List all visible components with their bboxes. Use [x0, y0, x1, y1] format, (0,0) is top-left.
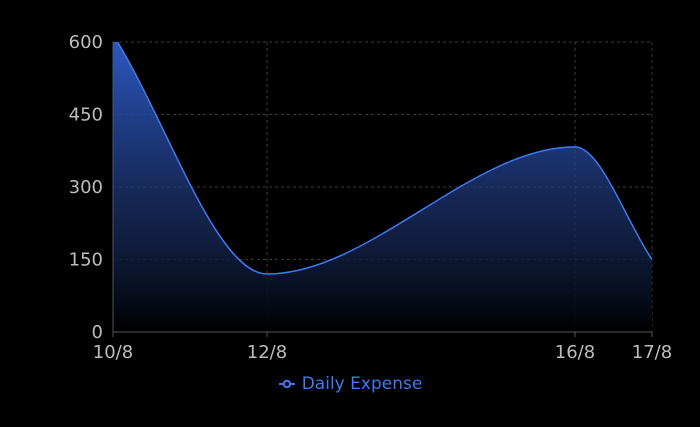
x-tick-label: 10/8 [93, 342, 133, 363]
y-tick-label: 150 [69, 250, 103, 271]
data-point[interactable] [646, 254, 658, 266]
series-area-fill [113, 42, 652, 332]
x-tick-label: 12/8 [247, 342, 287, 363]
x-tick-label: 16/8 [555, 342, 595, 363]
series-line[interactable] [113, 35, 652, 275]
legend-label: Daily Expense [301, 374, 423, 394]
y-tick-label: 600 [69, 32, 103, 53]
x-tick-label: 17/8 [632, 342, 672, 363]
line-with-circle-icon [278, 379, 295, 389]
y-tick-label: 450 [69, 105, 103, 126]
axes [112, 42, 653, 337]
y-tick-label: 300 [69, 177, 103, 198]
data-point[interactable] [107, 29, 119, 41]
chart-legend[interactable]: Daily Expense [0, 372, 700, 396]
data-point[interactable] [569, 141, 581, 153]
y-tick-label: 0 [92, 322, 103, 343]
data-point[interactable] [261, 268, 273, 280]
